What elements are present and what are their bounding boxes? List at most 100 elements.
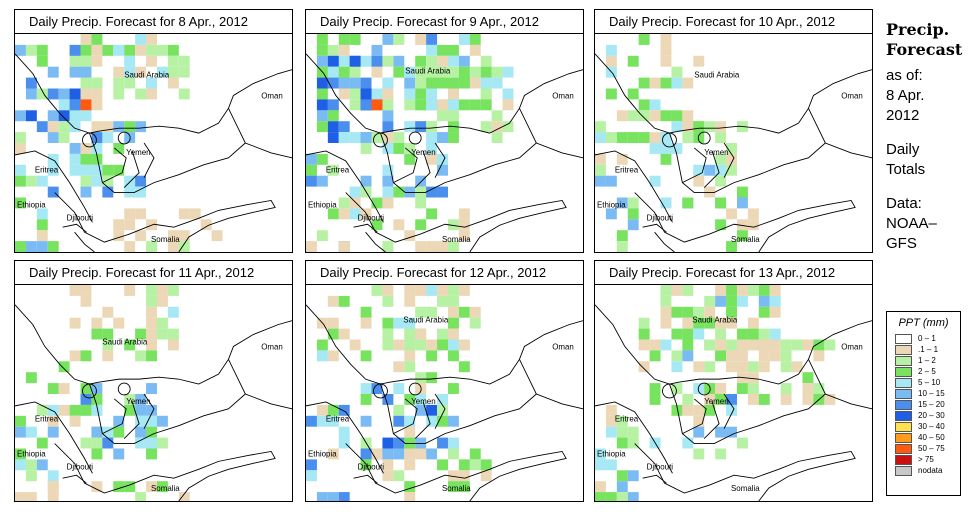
precip-cell (605, 132, 617, 143)
precip-map: Saudi Arabia Oman Yemen Eritrea Ethiopia… (595, 285, 872, 501)
label-ethiopia: Ethiopia (308, 200, 337, 209)
precip-cell (813, 339, 825, 351)
precip-cell (316, 339, 328, 351)
precip-cell (404, 426, 416, 438)
precip-cell (715, 317, 727, 329)
label-djibouti: Djibouti (647, 462, 674, 471)
precip-cell (502, 88, 514, 100)
precip-cell (437, 110, 448, 122)
precip-cell (469, 306, 481, 318)
precip-cell (649, 143, 661, 154)
precip-cell (747, 339, 759, 351)
precip-cell (25, 77, 37, 89)
precip-cell (91, 448, 103, 460)
precip-cell (360, 77, 372, 89)
precip-cell (638, 34, 650, 45)
precip-cell (382, 132, 394, 143)
precip-cell (382, 328, 394, 340)
precip-cell (415, 437, 427, 449)
precip-cell (80, 88, 92, 100)
precip-cell (715, 175, 727, 187)
precip-cell (124, 404, 136, 416)
precip-cell (360, 88, 372, 100)
precip-cell (25, 241, 37, 252)
precip-cell (393, 34, 405, 45)
precip-cell (91, 437, 103, 449)
panel-title: Daily Precip. Forecast for 12 Apr., 2012 (306, 261, 583, 285)
precip-cell (124, 121, 136, 133)
precip-cell (69, 44, 81, 56)
precip-cell (824, 393, 836, 405)
precip-cell (316, 175, 328, 187)
sidebar-title-line2: Forecast (886, 40, 963, 59)
precip-cell (447, 306, 459, 318)
precip-cell (693, 132, 705, 143)
precip-cell (371, 44, 383, 56)
precip-cell (426, 415, 438, 427)
precip-cell (91, 404, 103, 416)
precip-cell (146, 88, 157, 100)
precip-cell (616, 153, 628, 165)
precip-cell (80, 44, 92, 56)
precip-cell (338, 208, 350, 220)
precip-cell (447, 241, 459, 252)
precip-cell (704, 164, 716, 176)
precip-cell (393, 143, 405, 154)
label-yemen: Yemen (411, 397, 435, 406)
precip-cell (69, 99, 81, 111)
precip-cell (327, 110, 339, 122)
precip-cell (616, 415, 628, 427)
precip-cell (327, 415, 339, 427)
precip-cell (469, 66, 481, 78)
precip-cell (715, 121, 727, 133)
precip-cell (135, 426, 147, 438)
precip-cell (382, 448, 394, 460)
precip-cell (415, 219, 427, 231)
precip-cell (437, 44, 448, 56)
precip-cell (726, 164, 737, 176)
precip-cell (736, 361, 748, 373)
precip-cell (469, 448, 481, 460)
precip-cell (80, 99, 92, 111)
precip-cell (167, 306, 179, 318)
precip-cell (437, 295, 448, 307)
precip-cell (649, 383, 661, 394)
precip-cell (36, 44, 48, 56)
precip-cell (382, 143, 394, 154)
precip-cell (178, 66, 190, 78)
precip-cell (404, 492, 416, 501)
precip-cell (404, 66, 416, 78)
precip-cell (426, 186, 438, 198)
precip-cell (595, 481, 606, 493)
precip-cell (404, 230, 416, 242)
precip-cell (415, 186, 427, 198)
label-ethiopia: Ethiopia (597, 449, 626, 458)
precip-cell (80, 285, 92, 296)
precip-cell (47, 404, 59, 416)
precip-cell (671, 110, 683, 122)
precip-cell (382, 55, 394, 67)
precip-cell (780, 361, 792, 373)
precip-cell (124, 186, 136, 198)
precip-cell (682, 393, 694, 405)
precip-cell (135, 34, 147, 45)
precip-cell (469, 99, 481, 111)
precip-cell (447, 350, 459, 362)
precip-cell (371, 285, 383, 296)
precip-cell (146, 415, 157, 427)
precip-cell (327, 99, 339, 111)
precip-cell (327, 77, 339, 89)
precip-cell (616, 437, 628, 449)
precip-cell (605, 426, 617, 438)
precip-cell (638, 361, 650, 373)
precip-cell (404, 350, 416, 362)
precip-cell (102, 121, 114, 133)
precip-cell (146, 404, 157, 416)
precip-cell (715, 153, 727, 165)
precip-cell (200, 219, 212, 231)
precip-cell (135, 121, 147, 133)
precip-cell (69, 55, 81, 67)
forecast-panel-13-apr: Daily Precip. Forecast for 13 Apr., 2012… (594, 260, 873, 502)
label-oman: Oman (261, 91, 283, 100)
precip-cell (25, 459, 37, 471)
